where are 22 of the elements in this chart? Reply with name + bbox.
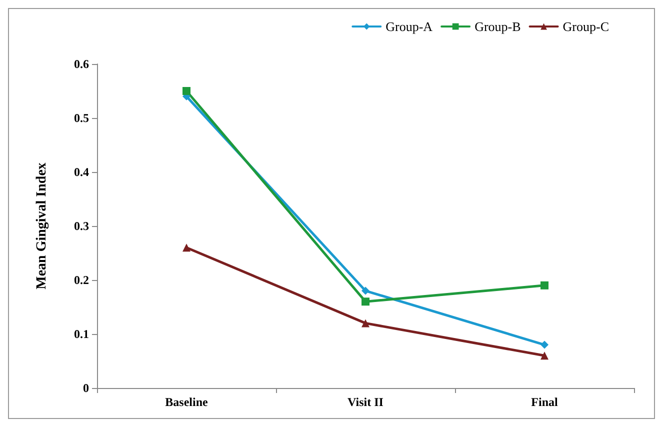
y-tick-label: 0.4 xyxy=(74,165,89,179)
y-tick-label: 0.3 xyxy=(74,219,89,233)
point xyxy=(540,340,548,349)
x-tick-label: Visit II xyxy=(348,395,384,409)
point xyxy=(362,319,370,328)
x-tick-label: Final xyxy=(531,395,558,409)
point xyxy=(362,286,370,295)
x-tick-label: Baseline xyxy=(165,395,209,409)
y-tick-label: 0.6 xyxy=(74,57,89,71)
y-tick-label: 0.5 xyxy=(74,111,89,125)
legend-label: Group-C xyxy=(562,19,609,34)
y-tick-label: 0.1 xyxy=(74,327,89,341)
point xyxy=(540,352,548,360)
point xyxy=(182,244,190,252)
y-tick-label: 0.2 xyxy=(74,273,89,287)
point xyxy=(540,281,548,290)
point xyxy=(362,298,370,306)
y-tick-label: 0 xyxy=(83,381,89,395)
y-axis-title: Mean Gingival Index xyxy=(34,162,50,290)
legend-label: Group-A xyxy=(386,19,434,34)
legend-label: Group-B xyxy=(474,19,522,34)
point xyxy=(182,87,190,95)
